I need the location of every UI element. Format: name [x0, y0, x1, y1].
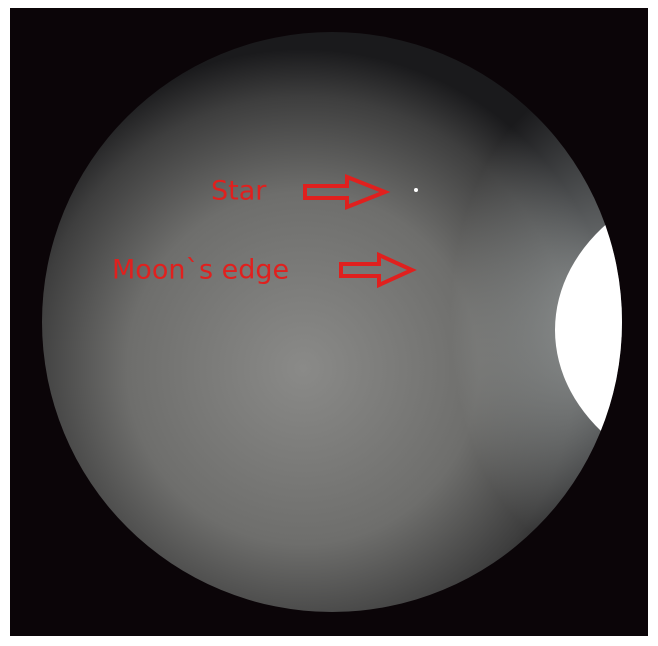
star: [414, 188, 418, 192]
annotation-label: Star: [211, 176, 267, 207]
page: Star Moon`s edge (() => { const data = J…: [0, 0, 658, 646]
photo: Star Moon`s edge: [0, 0, 658, 646]
annotation-label: Moon`s edge: [112, 255, 289, 286]
